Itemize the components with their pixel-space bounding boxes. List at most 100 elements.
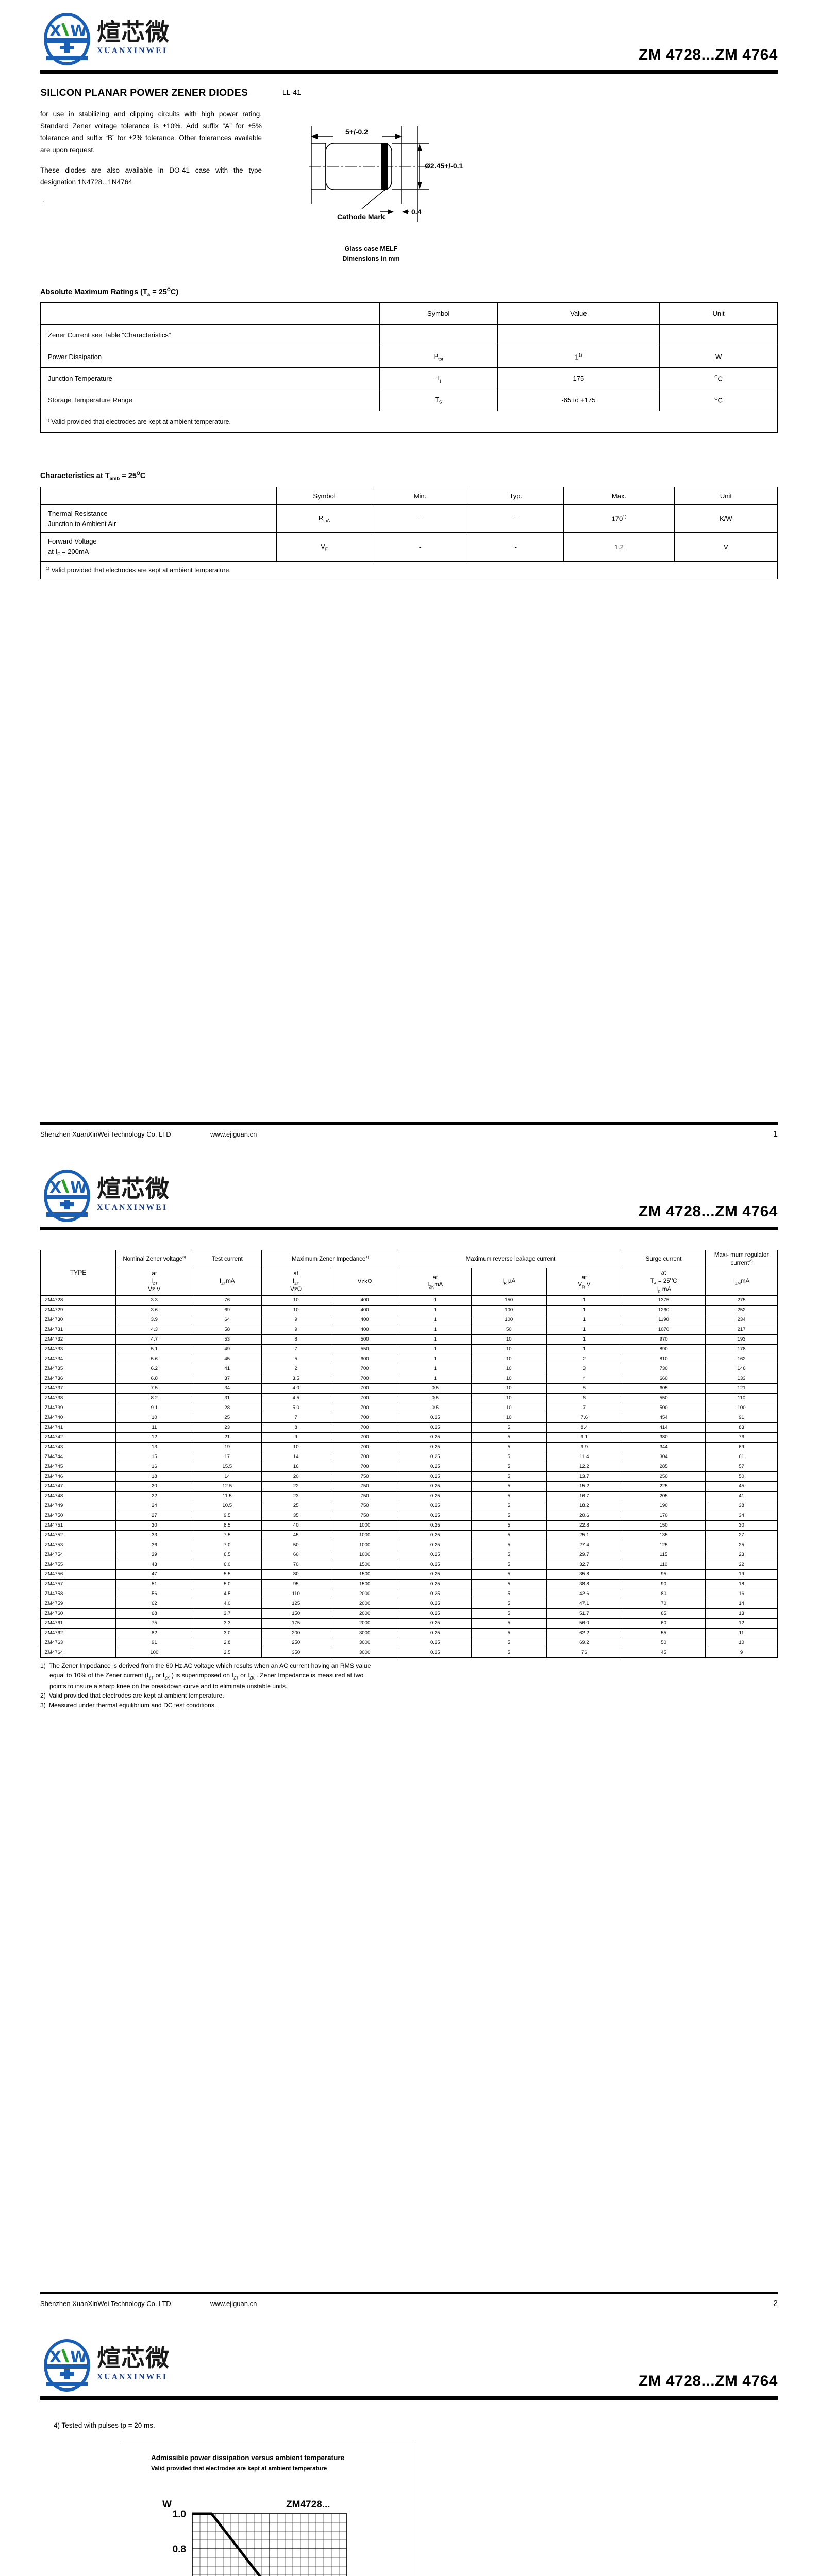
- value-cell: 5: [471, 1608, 547, 1619]
- brand-name-cn: 煊芯微: [97, 1175, 170, 1203]
- footer-url[interactable]: www.ejiguan.cn: [210, 2300, 257, 2308]
- table-row: ZM4762 82 3.0 200 3000 0.25 5 62.2 55 11: [40, 1628, 778, 1638]
- value-cell: 1: [398, 1373, 472, 1384]
- value-cell: 2000: [330, 1618, 399, 1629]
- value-cell: 135: [622, 1530, 706, 1540]
- value-cell: 10: [471, 1334, 547, 1345]
- footnote-3: 3) Measured under thermal equilibrium an…: [40, 1702, 216, 1709]
- value-cell: 69.2: [546, 1637, 623, 1648]
- type-cell: ZM4739: [40, 1402, 116, 1413]
- value-cell: 1000: [330, 1520, 399, 1531]
- value-cell: 16: [261, 1461, 331, 1472]
- value-cell: 10.5: [192, 1500, 262, 1511]
- value-cell: 6.5: [192, 1549, 262, 1560]
- value-cell: 1375: [622, 1295, 706, 1306]
- type-cell: ZM4758: [40, 1588, 116, 1599]
- table-row: ZM4764 100 2.5 350 3000 0.25 5 76 45 9: [40, 1647, 778, 1658]
- type-cell: ZM4760: [40, 1608, 116, 1619]
- y-tick-label: 0.8: [173, 2544, 186, 2555]
- type-cell: ZM4741: [40, 1422, 116, 1433]
- footer-url[interactable]: www.ejiguan.cn: [210, 1130, 257, 1138]
- table-row: Storage Temperature Range TS -65 to +175…: [40, 389, 778, 412]
- value-cell: 9: [261, 1432, 331, 1443]
- value-cell: 600: [330, 1353, 399, 1364]
- value-cell: 22.8: [546, 1520, 623, 1531]
- value-cell: 400: [330, 1295, 399, 1306]
- value-cell: 700: [330, 1363, 399, 1374]
- table-row: ZM4754 39 6.5 60 1000 0.25 5 29.7 115 23: [40, 1549, 778, 1560]
- value-cell: 3000: [330, 1637, 399, 1648]
- value-cell: 4.7: [115, 1334, 193, 1345]
- value-cell: 35.8: [546, 1569, 623, 1580]
- type-cell: ZM4748: [40, 1490, 116, 1501]
- value-cell: 10: [471, 1344, 547, 1354]
- value-cell: 0.25: [398, 1481, 472, 1492]
- amr-row3-unit: OC: [659, 389, 778, 412]
- char-row0-max: 1701): [563, 504, 675, 533]
- table-row: ZM4733 5.1 49 7 550 1 10 1 890 178: [40, 1344, 778, 1354]
- table-row: ZM4734 5.6 45 5 600 1 10 2 810 162: [40, 1353, 778, 1364]
- value-cell: 414: [622, 1422, 706, 1433]
- absolute-maximum-ratings-table: Symbol Value Unit Zener Current see Tabl…: [40, 302, 778, 433]
- value-cell: 58: [192, 1324, 262, 1335]
- value-cell: 40: [261, 1520, 331, 1531]
- value-cell: 11.5: [192, 1490, 262, 1501]
- value-cell: 12.2: [546, 1461, 623, 1472]
- header-rule: [40, 1227, 778, 1230]
- value-cell: 750: [330, 1490, 399, 1501]
- value-cell: 205: [622, 1490, 706, 1501]
- value-cell: 500: [330, 1334, 399, 1345]
- footer-company: Shenzhen XuanXinWei Technology Co. LTD: [40, 1130, 171, 1138]
- value-cell: 75: [115, 1618, 193, 1629]
- char-footnote: 1) Valid provided that electrodes are ke…: [40, 561, 778, 580]
- value-cell: 1260: [622, 1304, 706, 1315]
- value-cell: 50: [261, 1539, 331, 1550]
- value-cell: 51.7: [546, 1608, 623, 1619]
- amr-row1-symbol: Ptot: [379, 346, 498, 368]
- value-cell: 10: [471, 1393, 547, 1403]
- type-cell: ZM4763: [40, 1637, 116, 1648]
- table-row: ZM4728 3.3 76 10 400 1 150 1 1375 275: [40, 1295, 778, 1306]
- type-cell: ZM4735: [40, 1363, 116, 1374]
- value-cell: 10: [471, 1383, 547, 1394]
- type-cell: ZM4737: [40, 1383, 116, 1394]
- value-cell: 175: [261, 1618, 331, 1629]
- table-row: ZM4745 16 15.5 16 700 0.25 5 12.2 285 57: [40, 1461, 778, 1472]
- value-cell: 1000: [330, 1530, 399, 1540]
- value-cell: 3.0: [192, 1628, 262, 1638]
- value-cell: 69: [192, 1304, 262, 1315]
- value-cell: 2000: [330, 1608, 399, 1619]
- table-row: Thermal Resistance Junction to Ambient A…: [40, 504, 778, 533]
- value-cell: 3.5: [261, 1373, 331, 1384]
- amr-row2-unit: OC: [659, 367, 778, 390]
- col-group-surge-current: Surge current: [622, 1249, 706, 1269]
- page-title: SILICON PLANAR POWER ZENER DIODES: [40, 87, 248, 98]
- value-cell: 9.1: [115, 1402, 193, 1413]
- type-cell: ZM4749: [40, 1500, 116, 1511]
- value-cell: 16: [705, 1588, 778, 1599]
- value-cell: 5: [471, 1481, 547, 1492]
- value-cell: 41: [192, 1363, 262, 1374]
- value-cell: 3: [546, 1363, 623, 1374]
- value-cell: 750: [330, 1500, 399, 1511]
- brand-name-cn: 煊芯微: [97, 2344, 170, 2372]
- col-unit-vz: at IZT Vz V: [115, 1268, 193, 1296]
- char-row1-symbol: VF: [276, 532, 373, 562]
- table-header-row: Symbol Min. Typ. Max. Unit: [40, 487, 778, 505]
- document-header: X W 煊芯微 XUANXINWEI ZM 4728...ZM 4764: [40, 0, 778, 66]
- value-cell: 252: [705, 1304, 778, 1315]
- value-cell: 2000: [330, 1598, 399, 1609]
- char-row0-unit: K/W: [674, 504, 778, 533]
- value-cell: 47: [115, 1569, 193, 1580]
- value-cell: 200: [261, 1628, 331, 1638]
- value-cell: 110: [622, 1559, 706, 1570]
- value-cell: 5.0: [261, 1402, 331, 1413]
- value-cell: 30: [115, 1520, 193, 1531]
- char-col-typ: Typ.: [468, 487, 564, 505]
- value-cell: 0.5: [398, 1393, 472, 1403]
- char-row0-min: -: [372, 504, 469, 533]
- value-cell: 1000: [330, 1549, 399, 1560]
- value-cell: 5: [471, 1530, 547, 1540]
- value-cell: 34: [192, 1383, 262, 1394]
- value-cell: 38: [705, 1500, 778, 1511]
